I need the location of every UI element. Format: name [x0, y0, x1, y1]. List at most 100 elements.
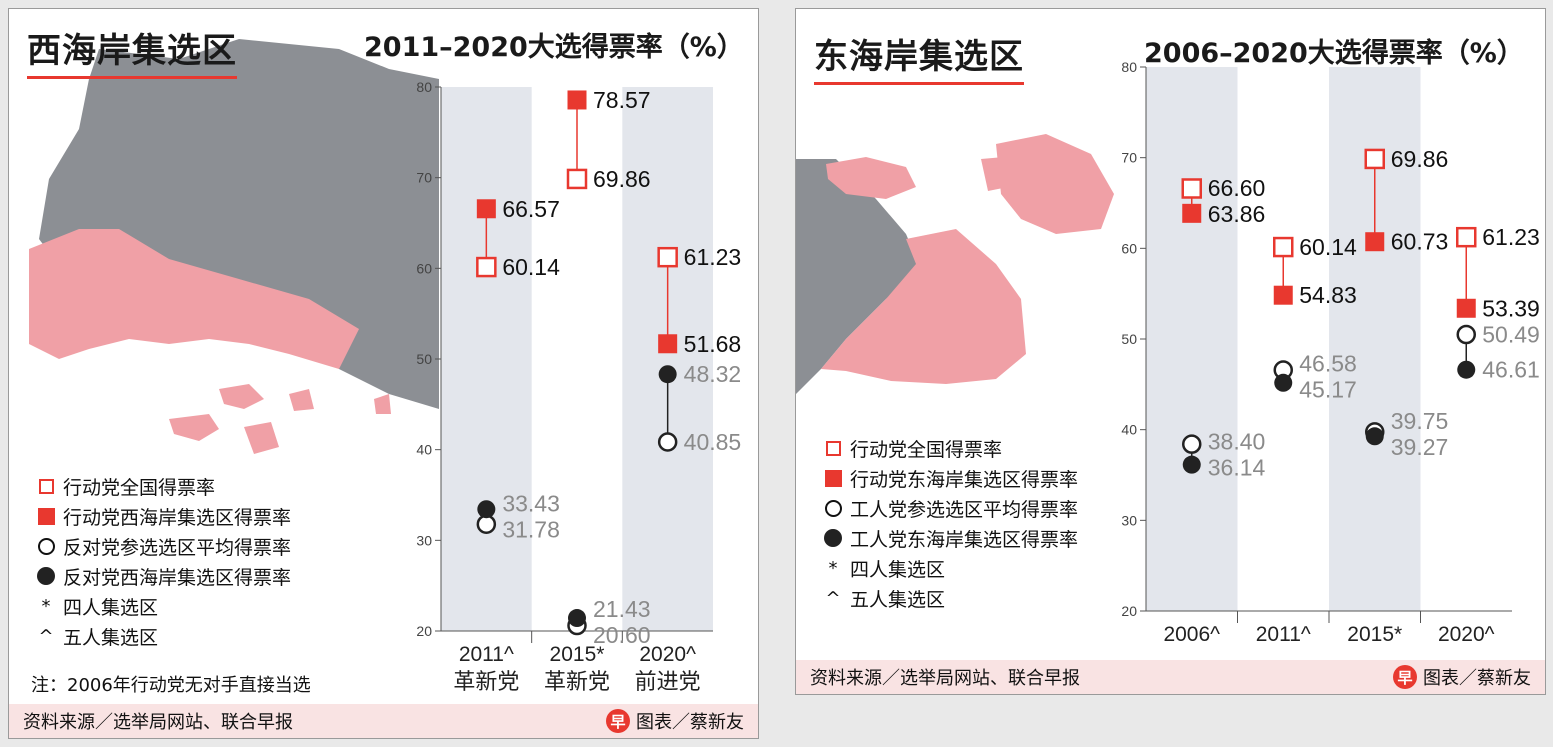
pap-constituency-marker — [658, 334, 678, 354]
y-tick-label: 60 — [1121, 240, 1137, 256]
data-label: 31.78 — [502, 517, 560, 543]
y-tick-label: 60 — [416, 260, 432, 276]
opposition-average-marker — [1456, 324, 1476, 345]
y-tick-label: 50 — [416, 351, 432, 367]
y-tick-label: 40 — [1121, 422, 1137, 438]
credit-text: 图表／蔡新友 — [1423, 668, 1531, 689]
x-tick-label: 2020^ — [639, 643, 696, 666]
chart-title: 2006–2020大选得票率（%） — [1144, 38, 1524, 69]
x-tick-label: 2006^ — [1163, 623, 1220, 646]
y-tick-label: 20 — [1121, 603, 1137, 619]
data-label: 46.61 — [1482, 357, 1540, 383]
data-label: 38.40 — [1208, 428, 1266, 454]
map-island-4 — [289, 389, 314, 411]
data-label: 20.60 — [593, 622, 651, 648]
x-party-label: 革新党 — [453, 670, 519, 695]
legend-item: 行动党全国得票率 — [31, 471, 291, 501]
legend-item: 行动党东海岸集选区得票率 — [818, 463, 1078, 493]
data-label: 50.49 — [1482, 322, 1540, 348]
opposition-constituency-marker — [1182, 455, 1201, 474]
credit: 早 图表／蔡新友 — [1393, 664, 1531, 690]
opposition-constituency-marker — [1365, 427, 1384, 446]
opposition-average-marker — [657, 432, 678, 452]
x-tick-label: 2015* — [550, 643, 605, 666]
data-label: 61.23 — [684, 244, 742, 270]
circle-open-icon — [37, 537, 55, 555]
y-tick-label: 50 — [1121, 331, 1137, 347]
x-tick-label: 2011^ — [1256, 623, 1311, 646]
data-label: 33.43 — [502, 491, 560, 517]
data-label: 36.14 — [1208, 454, 1266, 480]
chart-title: 2011–2020大选得票率（%） — [364, 32, 744, 63]
x-tick-label: 2011^ — [459, 643, 514, 666]
data-label: 69.86 — [593, 166, 651, 192]
data-label: 60.73 — [1391, 229, 1449, 255]
x-tick-label: 2015* — [1347, 623, 1402, 646]
footnote: 注：2006年行动党无对手直接当选 — [31, 675, 311, 696]
opposition-constituency-marker — [658, 365, 677, 384]
pap-national-marker — [1364, 148, 1385, 170]
pap-constituency-marker — [1273, 285, 1293, 305]
footer: 资料来源／选举局网站、联合早报 早 图表／蔡新友 — [796, 660, 1545, 694]
opposition-constituency-marker — [1274, 373, 1293, 392]
west-coast-chart: 20 30 40 50 60 70 80 2011^ 革新党 2015* 革新党 2020^ 前进党 60… — [29, 39, 742, 695]
square-filled-icon — [37, 507, 55, 525]
map-island-5 — [374, 394, 391, 414]
legend-item: 工人党参选选区平均得票率 — [818, 493, 1078, 523]
map-island-small — [981, 157, 1008, 191]
opposition-average-marker — [1182, 434, 1202, 454]
x-tick-label: 2020^ — [1438, 623, 1495, 646]
square-open-icon — [825, 440, 841, 456]
data-label: 66.57 — [502, 196, 560, 222]
circle-filled-icon — [824, 529, 842, 547]
square-filled-icon — [824, 469, 842, 487]
pap-national-marker — [657, 246, 678, 268]
circle-open-icon — [824, 499, 842, 517]
y-tick-label: 70 — [1121, 150, 1137, 166]
column-band — [1146, 67, 1238, 611]
x-party-label: 革新党 — [544, 670, 610, 695]
legend: 行动党全国得票率 行动党西海岸集选区得票率 反对党参选选区平均得票率 反对党西海… — [31, 471, 291, 651]
data-label: 51.68 — [684, 331, 742, 357]
legend-item: 行动党全国得票率 — [818, 433, 1078, 463]
legend: 行动党全国得票率 行动党东海岸集选区得票率 工人党参选选区平均得票率 工人党东海… — [818, 433, 1078, 613]
legend-item: 行动党西海岸集选区得票率 — [31, 501, 291, 531]
y-tick-label: 40 — [416, 442, 432, 458]
credit: 早 图表／蔡新友 — [606, 708, 744, 734]
column-band — [622, 87, 713, 631]
west-coast-map — [29, 39, 439, 454]
legend-item: 工人党东海岸集选区得票率 — [818, 523, 1078, 553]
data-label: 69.86 — [1391, 146, 1449, 172]
credit-text: 图表／蔡新友 — [636, 712, 744, 733]
zaobao-logo-icon: 早 — [1393, 665, 1417, 689]
opposition-average-marker — [476, 514, 497, 534]
pap-constituency-marker — [1456, 298, 1476, 318]
map-island-3 — [244, 422, 279, 454]
y-tick-label: 30 — [1121, 512, 1137, 528]
pap-constituency-marker — [476, 199, 496, 219]
opposition-constituency-marker — [1457, 360, 1476, 379]
x-party-label: 前进党 — [635, 670, 701, 695]
data-label: 78.57 — [593, 87, 651, 113]
pap-national-marker — [1181, 178, 1202, 199]
map-island-pulau-tekong — [996, 134, 1114, 234]
data-label: 63.86 — [1208, 201, 1266, 227]
pap-national-marker — [1456, 226, 1477, 248]
source-text: 资料来源／选举局网站、联合早报 — [23, 712, 293, 733]
legend-item: ^ 五人集选区 — [818, 583, 1078, 613]
map-island-1 — [219, 384, 264, 409]
data-label: 39.75 — [1391, 408, 1449, 434]
circle-filled-icon — [37, 567, 55, 585]
data-label: 39.27 — [1391, 434, 1449, 460]
y-tick-label: 20 — [416, 623, 432, 639]
legend-symbol: ^ — [825, 587, 841, 609]
map-west-coast-constituency — [29, 229, 359, 369]
pap-national-marker — [1273, 236, 1294, 258]
map-island-pulau-ubin — [826, 157, 916, 199]
pap-national-marker — [476, 256, 497, 278]
data-label: 60.14 — [1299, 234, 1357, 260]
legend-item: ^ 五人集选区 — [31, 621, 291, 651]
map-east-coast-constituency — [821, 229, 1026, 384]
region-title: 东海岸集选区 — [814, 29, 1024, 85]
